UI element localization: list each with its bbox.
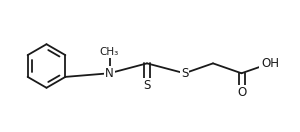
Text: N: N (105, 67, 114, 80)
Text: CH₃: CH₃ (100, 47, 119, 57)
Text: OH: OH (261, 57, 279, 70)
Text: O: O (237, 86, 246, 99)
Text: S: S (181, 67, 188, 80)
Text: S: S (143, 79, 151, 92)
